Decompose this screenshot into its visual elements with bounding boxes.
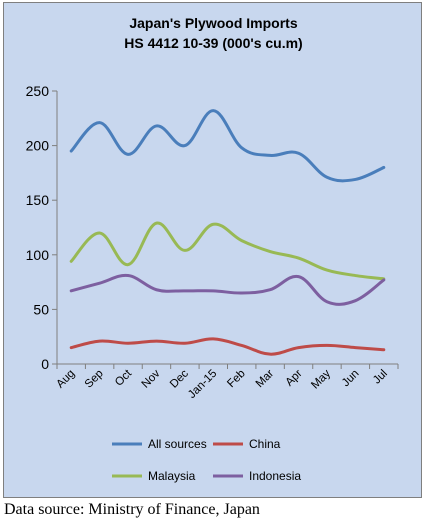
y-tick-label: 200 (26, 138, 50, 154)
y-tick-label: 150 (26, 192, 50, 208)
x-tick-label: Apr (284, 368, 305, 389)
y-axis-ticks: 0 50 100 150 200 250 (26, 83, 57, 372)
x-tick-label: Oct (113, 367, 135, 389)
x-tick-label: Aug (54, 368, 77, 391)
x-tick-label: Mar (254, 368, 277, 391)
y-tick-label: 250 (26, 83, 50, 99)
x-tick-label: Sep (83, 368, 106, 391)
legend: All sources China Malaysia Indonesia (112, 437, 301, 483)
chart-title: Japan's Plywood Imports HS 4412 10-39 (0… (4, 13, 423, 53)
y-tick-label: 100 (26, 247, 50, 263)
legend-label-all-sources: All sources (148, 437, 207, 451)
x-tick-label: Jan-15 (186, 368, 219, 401)
chart-area: 0 50 100 150 200 250 Aug Sep Oct Nov Dec Jan-15 Feb… (3, 2, 422, 498)
chart-subtitle-line: HS 4412 10-39 (000's cu.m) (124, 35, 303, 51)
x-tick-label: Nov (140, 367, 163, 390)
series-line-malaysia (69, 221, 386, 281)
chart-title-line: Japan's Plywood Imports (129, 15, 298, 31)
y-tick-label: 0 (41, 356, 49, 372)
series-lines (69, 109, 386, 356)
x-tick-label: Dec (168, 367, 191, 390)
legend-label-indonesia: Indonesia (249, 469, 301, 483)
y-tick-label: 50 (33, 301, 49, 317)
x-tick-label: May (309, 367, 333, 391)
legend-label-malaysia: Malaysia (148, 469, 196, 483)
x-tick-label: Jun (340, 368, 362, 390)
series-line-china (69, 337, 386, 356)
series-line-indonesia (69, 273, 386, 306)
x-tick-label: Jul (371, 368, 390, 387)
x-tick-label: Feb (225, 368, 248, 391)
legend-label-china: China (249, 437, 281, 451)
data-source-note: Data source: Ministry of Finance, Japan (4, 501, 260, 518)
series-line-all-sources (69, 109, 386, 183)
